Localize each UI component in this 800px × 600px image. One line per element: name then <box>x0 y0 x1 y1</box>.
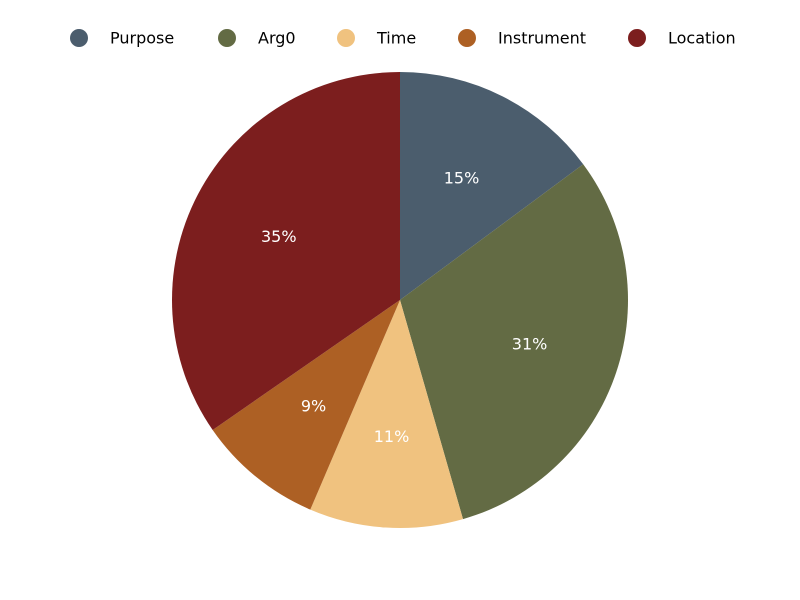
slice-label-instrument: 9% <box>301 397 326 416</box>
legend-label-time: Time <box>376 29 416 48</box>
legend-marker-arg0 <box>218 29 236 47</box>
legend-marker-instrument <box>458 29 476 47</box>
legend-item-instrument: Instrument <box>458 29 586 48</box>
pie-slice-purpose <box>400 72 584 300</box>
slice-label-location: 35% <box>261 227 297 246</box>
pie-slice-location <box>172 72 400 430</box>
legend-item-location: Location <box>628 29 736 48</box>
pie-slice-arg0 <box>400 164 628 520</box>
legend-item-time: Time <box>337 29 416 48</box>
legend-label-instrument: Instrument <box>498 29 586 48</box>
legend-item-purpose: Purpose <box>70 29 174 48</box>
legend-marker-time <box>337 29 355 47</box>
legend-label-arg0: Arg0 <box>258 29 296 48</box>
pie-slice-instrument <box>212 300 400 510</box>
legend-marker-location <box>628 29 646 47</box>
pie-slices <box>172 72 628 528</box>
pie-slice-labels: 15% 31% 11% 9% 35% <box>261 168 547 446</box>
legend-label-purpose: Purpose <box>110 29 174 48</box>
legend-label-location: Location <box>668 29 736 48</box>
pie-slice-time <box>310 300 463 528</box>
slice-label-arg0: 31% <box>512 334 548 353</box>
chart-legend: Purpose Arg0 Time Instrument Location <box>70 29 736 48</box>
legend-marker-purpose <box>70 29 88 47</box>
slice-label-purpose: 15% <box>444 168 480 187</box>
legend-item-arg0: Arg0 <box>218 29 296 48</box>
slice-label-time: 11% <box>374 427 410 446</box>
